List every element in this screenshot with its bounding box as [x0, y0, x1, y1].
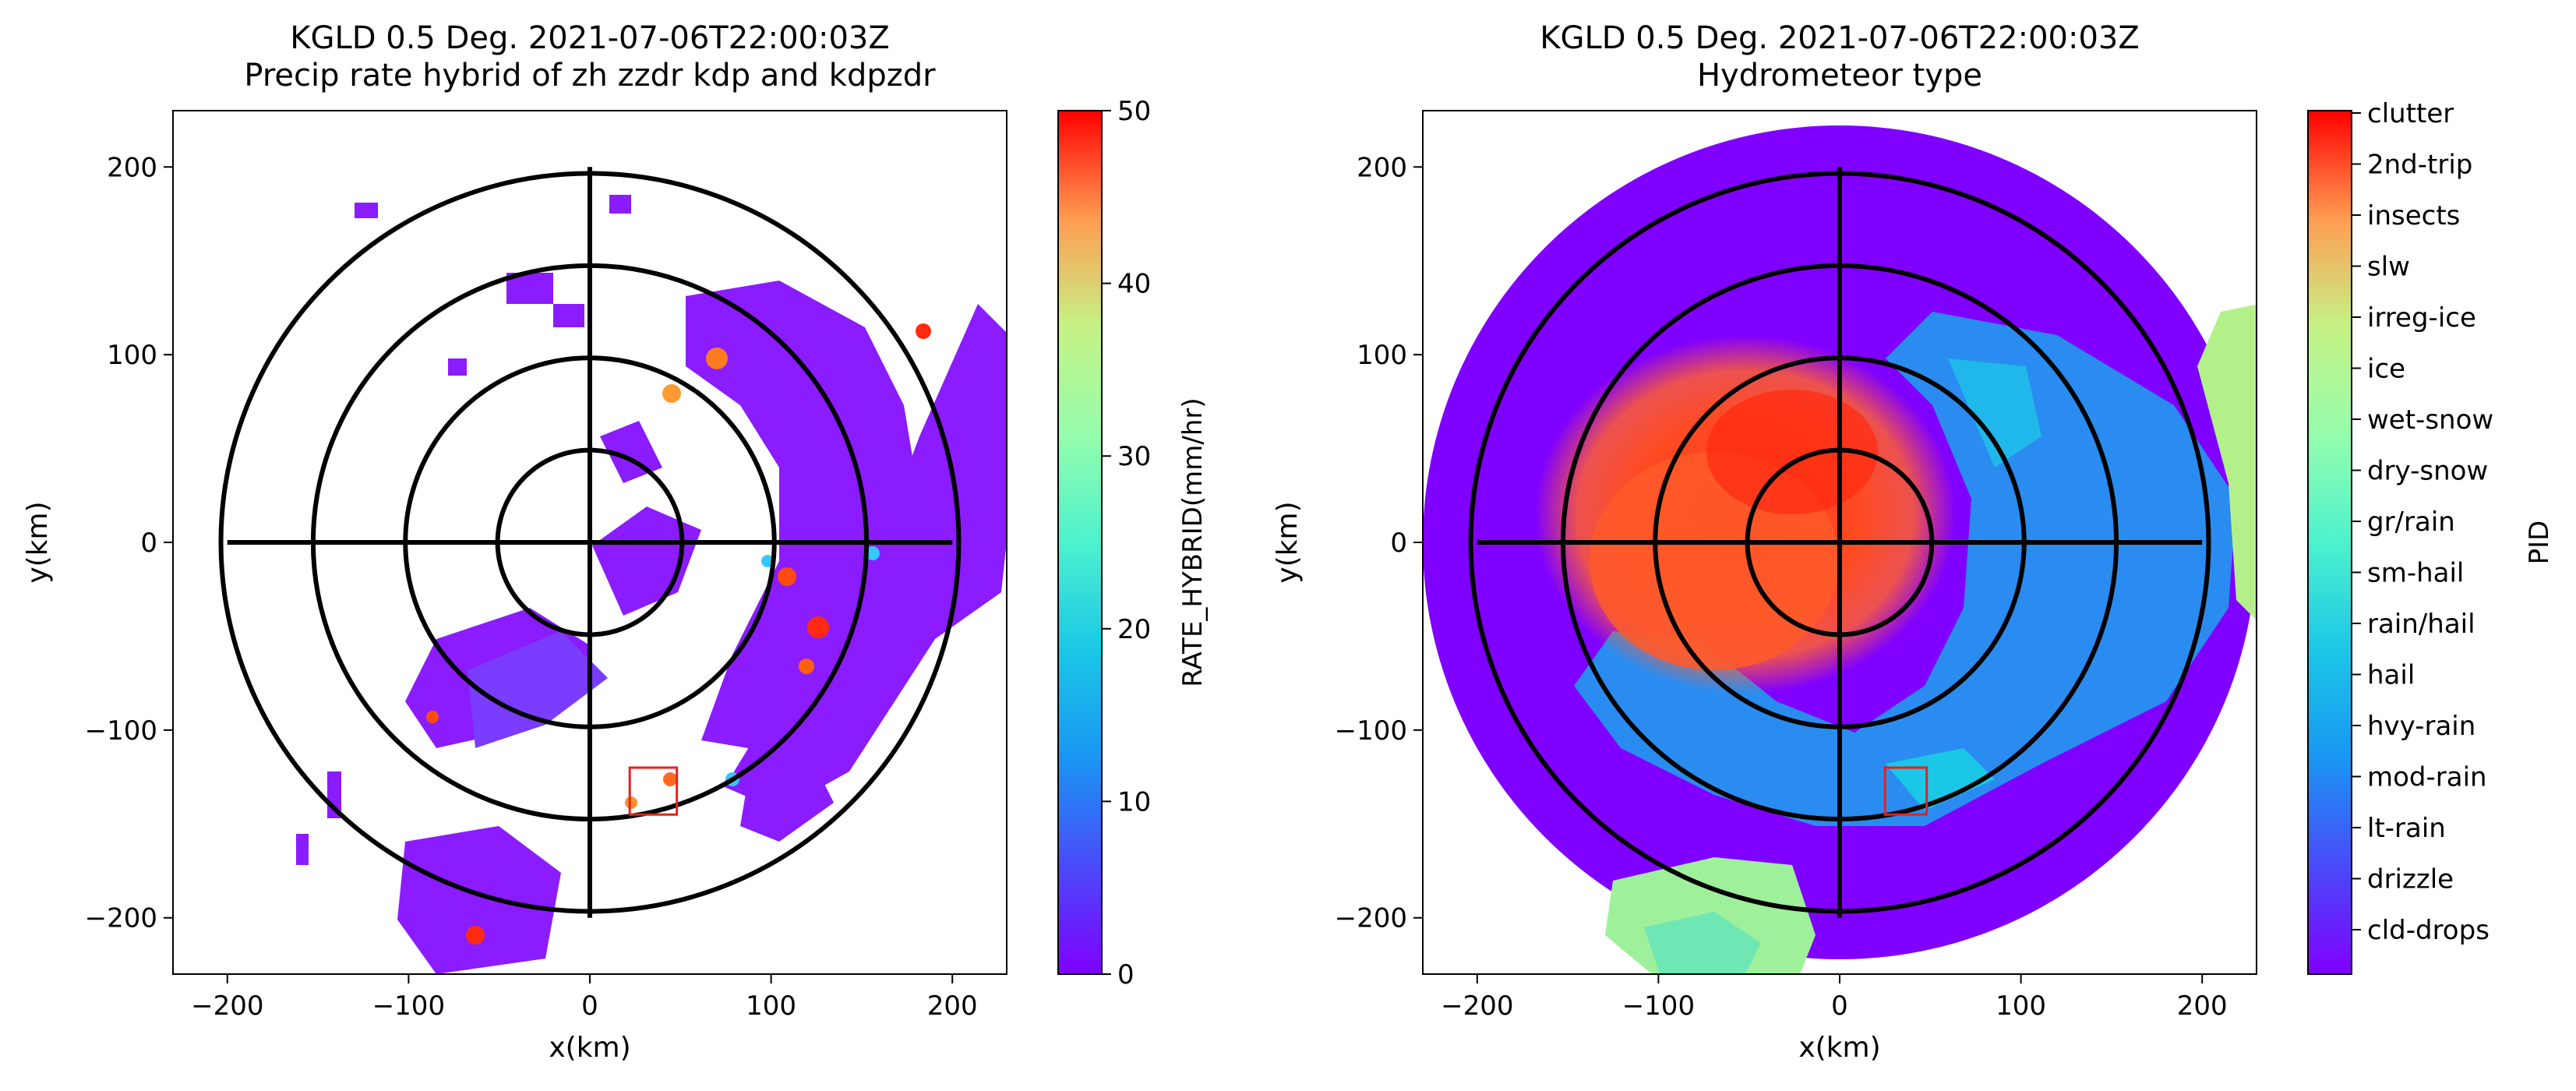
left-highlight-box: [628, 766, 679, 816]
right-subtitle: Hydrometeor type: [1697, 58, 1982, 94]
colorbar-category-label: dry-snow: [2367, 456, 2488, 487]
colorbar-category-label: ice: [2367, 354, 2405, 385]
x-tick-label: 0: [581, 990, 598, 1022]
y-tick-label: 100: [107, 340, 157, 371]
right-title: KGLD 0.5 Deg. 2021-07-06T22:00:03Z: [1540, 20, 2140, 56]
left-x-axis-label: x(km): [549, 1032, 630, 1064]
colorbar-category-label: rain/hail: [2367, 609, 2475, 640]
colorbar-category-label: gr/rain: [2367, 507, 2455, 538]
right-y-ticks: −200 −100 0 100 200: [1335, 152, 1423, 934]
right-colorbar-ticks: clutter 2nd-trip insects slw irreg-ice ice wet…: [2352, 98, 2493, 946]
right-colorbar-label: PID: [2524, 521, 2555, 565]
colorbar-category-label: sm-hail: [2367, 558, 2464, 589]
right-y-axis-label: y(km): [1272, 501, 1304, 583]
colorbar-category-label: lt-rain: [2367, 813, 2446, 844]
left-y-axis-label: y(km): [22, 501, 54, 583]
right-range-rings: [1468, 167, 2211, 918]
colorbar-tick-label: 50: [1117, 96, 1151, 127]
y-tick-label: 200: [107, 152, 157, 183]
y-tick-label: 100: [1357, 340, 1407, 371]
colorbar-category-label: insects: [2367, 200, 2460, 231]
x-tick-label: −100: [1622, 990, 1695, 1022]
left-title: KGLD 0.5 Deg. 2021-07-06T22:00:03Z: [290, 20, 890, 56]
y-tick-label: −200: [1335, 903, 1407, 934]
colorbar-category-label: irreg-ice: [2367, 302, 2476, 334]
x-tick-label: −200: [1441, 990, 1513, 1022]
colorbar-category-label: slw: [2367, 252, 2410, 283]
left-panel: KGLD 0.5 Deg. 2021-07-06T22:00:03Z Preci…: [22, 20, 1209, 1064]
y-tick-label: −200: [85, 903, 157, 934]
colorbar-category-label: hail: [2367, 660, 2415, 691]
right-x-axis-label: x(km): [1798, 1032, 1880, 1064]
colorbar-tick-label: 20: [1117, 614, 1151, 645]
x-tick-label: −100: [372, 990, 445, 1022]
colorbar-tick-label: 0: [1117, 959, 1134, 990]
y-tick-label: −100: [85, 715, 157, 747]
colorbar-category-label: hvy-rain: [2367, 711, 2475, 742]
left-y-ticks: −200 −100 0 100 200: [85, 152, 173, 934]
y-tick-label: 0: [140, 528, 157, 559]
x-tick-label: 200: [2177, 990, 2228, 1022]
x-tick-label: −200: [191, 990, 263, 1022]
colorbar-category-label: clutter: [2367, 98, 2454, 129]
x-tick-label: 0: [1831, 990, 1848, 1022]
colorbar-category-label: cld-drops: [2367, 915, 2490, 946]
left-subtitle: Precip rate hybrid of zh zzdr kdp and kd…: [244, 58, 936, 94]
colorbar-category-label: 2nd-trip: [2367, 150, 2472, 181]
colorbar-tick-label: 10: [1117, 786, 1151, 817]
y-tick-label: −100: [1335, 715, 1407, 747]
colorbar-category-label: wet-snow: [2367, 404, 2493, 436]
right-colorbar: [2307, 110, 2352, 975]
x-tick-label: 200: [927, 990, 978, 1022]
right-panel: KGLD 0.5 Deg. 2021-07-06T22:00:03Z Hydro…: [1272, 20, 2555, 1064]
y-tick-label: 0: [1390, 528, 1407, 559]
colorbar-tick-label: 40: [1117, 269, 1151, 300]
left-colorbar-ticks: 0 10 20 30 40 50: [1102, 96, 1151, 990]
colorbar-category-label: drizzle: [2367, 864, 2454, 895]
right-x-ticks: −200 −100 0 100 200: [1441, 974, 2228, 1022]
y-tick-label: 200: [1357, 152, 1407, 183]
left-colorbar-label: RATE_HYBRID(mm/hr): [1177, 397, 1209, 687]
left-range-rings: [218, 167, 962, 918]
colorbar-category-label: mod-rain: [2367, 762, 2487, 793]
x-tick-label: 100: [746, 990, 796, 1022]
left-colorbar: [1057, 110, 1103, 975]
x-tick-label: 100: [1996, 990, 2046, 1022]
left-precip-field: [296, 195, 1007, 974]
colorbar-tick-label: 30: [1117, 441, 1151, 472]
right-highlight-box: [1883, 766, 1928, 816]
left-x-ticks: −200 −100 0 100 200: [191, 974, 978, 1022]
